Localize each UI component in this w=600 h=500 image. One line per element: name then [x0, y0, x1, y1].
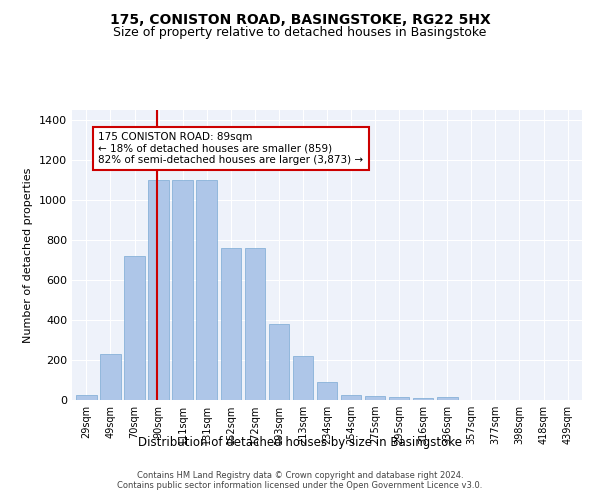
Text: 175, CONISTON ROAD, BASINGSTOKE, RG22 5HX: 175, CONISTON ROAD, BASINGSTOKE, RG22 5H… — [110, 12, 490, 26]
Bar — [245, 248, 265, 400]
Text: Contains HM Land Registry data © Crown copyright and database right 2024.: Contains HM Land Registry data © Crown c… — [137, 472, 463, 480]
Bar — [196, 180, 217, 400]
Bar — [148, 180, 169, 400]
Bar — [269, 324, 289, 400]
Bar — [100, 354, 121, 400]
Text: Contains public sector information licensed under the Open Government Licence v3: Contains public sector information licen… — [118, 482, 482, 490]
Y-axis label: Number of detached properties: Number of detached properties — [23, 168, 34, 342]
Bar — [293, 356, 313, 400]
Text: Distribution of detached houses by size in Basingstoke: Distribution of detached houses by size … — [138, 436, 462, 449]
Bar — [389, 397, 409, 400]
Bar — [413, 398, 433, 400]
Bar — [341, 395, 361, 400]
Bar — [221, 248, 241, 400]
Bar — [317, 382, 337, 400]
Bar — [172, 180, 193, 400]
Bar — [365, 396, 385, 400]
Bar — [124, 256, 145, 400]
Bar — [437, 397, 458, 400]
Bar — [76, 395, 97, 400]
Text: Size of property relative to detached houses in Basingstoke: Size of property relative to detached ho… — [113, 26, 487, 39]
Text: 175 CONISTON ROAD: 89sqm
← 18% of detached houses are smaller (859)
82% of semi-: 175 CONISTON ROAD: 89sqm ← 18% of detach… — [98, 132, 364, 165]
